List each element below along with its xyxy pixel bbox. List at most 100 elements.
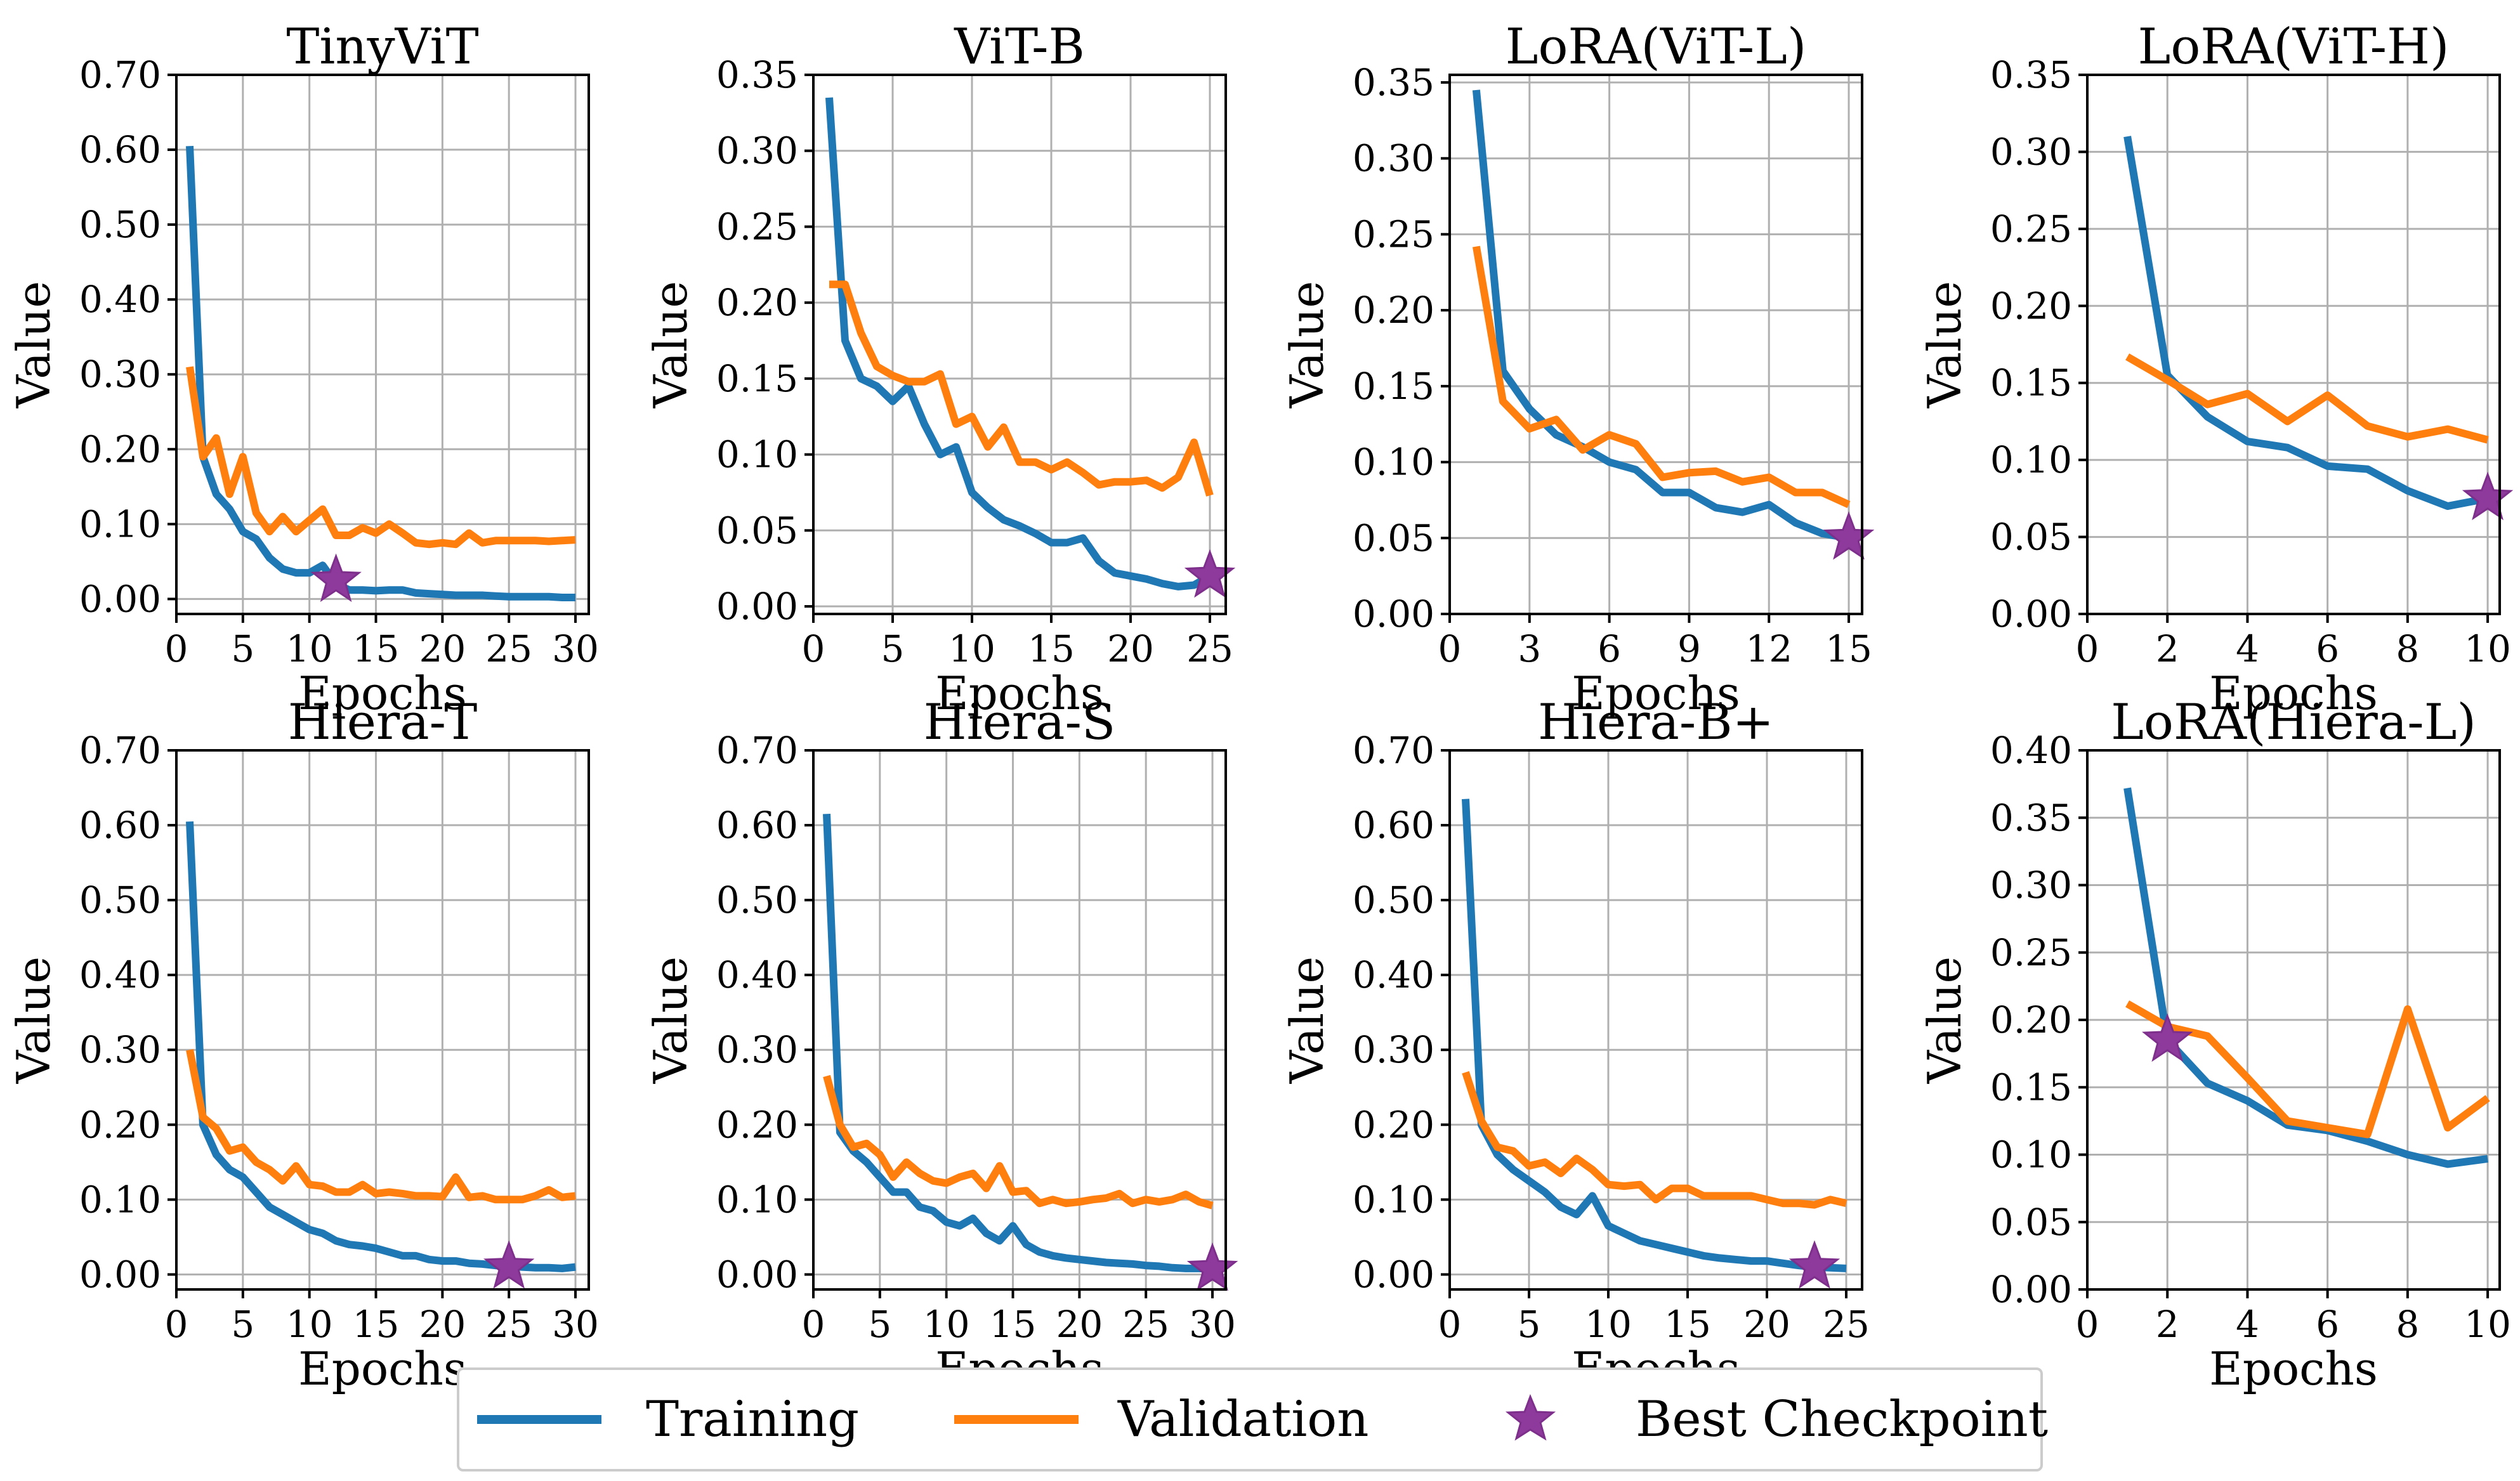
y-tick-label: 0.70 — [79, 53, 161, 96]
best-checkpoint-marker — [1788, 1240, 1841, 1289]
subplot-title: Hiera-S — [924, 694, 1116, 751]
series-line-training — [2123, 136, 2489, 510]
x-tick-label: 5 — [881, 627, 905, 670]
series-line-validation — [186, 1049, 576, 1204]
legend: Training Validation Best Checkpoint — [457, 1367, 2048, 1471]
best-checkpoint-marker — [1823, 511, 1875, 560]
y-tick-label: 0.50 — [716, 878, 798, 922]
y-tick-label: 0.20 — [1990, 998, 2072, 1041]
y-tick-label: 0.40 — [79, 953, 161, 996]
x-tick-label: 6 — [2316, 1303, 2339, 1346]
subplot: 0 5 10 15 20 25 30 0.00 0.10 0.20 0.30 0.40 0.50 0.60… — [644, 694, 1238, 1395]
x-tick-label: 8 — [2396, 1303, 2419, 1346]
y-tick-label: 0.30 — [79, 353, 161, 396]
axes-frame — [812, 749, 1227, 1291]
axes-frame — [175, 74, 590, 615]
y-tick-label: 0.60 — [79, 804, 161, 847]
subplot-title: Hiera-T — [288, 694, 478, 751]
y-tick-label: 0.00 — [716, 1253, 798, 1296]
y-tick-label: 0.30 — [1990, 130, 2072, 173]
y-tick-label: 0.35 — [1353, 61, 1434, 104]
y-tick-label: 0.15 — [716, 357, 798, 400]
subplot: 0 5 10 15 20 25 30 0.00 0.10 0.20 0.30 0.40 0.50 0.60… — [7, 18, 599, 720]
y-tick-label: 0.10 — [716, 1178, 798, 1221]
series-line-validation — [1472, 245, 1851, 509]
y-axis-label: Value — [644, 281, 697, 408]
x-tick-label: 30 — [1189, 1303, 1236, 1346]
y-tick-label: 0.00 — [716, 585, 798, 628]
x-tick-label: 2 — [2156, 627, 2179, 670]
x-tick-label: 15 — [1664, 1303, 1711, 1346]
y-tick-label: 0.00 — [1353, 592, 1434, 636]
subplot-title: LoRA(ViT-L) — [1506, 18, 1807, 75]
series-line-validation — [2125, 353, 2489, 444]
y-tick-label: 0.70 — [716, 729, 798, 772]
y-tick-label: 0.50 — [1353, 878, 1434, 922]
x-tick-label: 0 — [1438, 627, 1462, 670]
series-line-training — [1472, 89, 1850, 542]
x-tick-label: 30 — [552, 1303, 599, 1346]
y-tick-label: 0.10 — [1353, 441, 1434, 484]
axes-frame — [2086, 74, 2501, 615]
x-tick-label: 10 — [286, 627, 333, 670]
y-tick-label: 0.30 — [1353, 137, 1434, 180]
subplot-title: TinyViT — [286, 18, 478, 75]
x-tick-label: 5 — [868, 1303, 891, 1346]
x-tick-label: 3 — [1518, 627, 1541, 670]
best-checkpoint-marker — [310, 553, 362, 603]
y-tick-label: 0.00 — [1353, 1253, 1434, 1296]
best-checkpoint-marker — [1186, 1242, 1238, 1291]
x-tick-label: 6 — [2316, 627, 2339, 670]
best-checkpoint-marker — [2462, 471, 2514, 521]
x-axis-label: Epochs — [2209, 667, 2378, 720]
x-tick-label: 0 — [802, 1303, 825, 1346]
subplot: 0 5 10 15 20 25 30 0.00 0.10 0.20 0.30 0.40 0.50 0.60… — [7, 694, 599, 1395]
x-tick-label: 10 — [923, 1303, 970, 1346]
y-tick-label: 0.10 — [1353, 1178, 1434, 1221]
axes-frame — [1448, 74, 1863, 615]
best-checkpoint-marker — [2142, 1013, 2193, 1062]
x-tick-label: 10 — [2464, 627, 2511, 670]
y-tick-label: 0.00 — [1990, 592, 2072, 636]
subplot-title: LoRA(ViT-H) — [2138, 18, 2450, 75]
subplot-title: ViT-B — [954, 18, 1085, 75]
best-checkpoint-marker — [483, 1240, 535, 1289]
best-checkpoint-marker — [1184, 549, 1236, 598]
x-tick-label: 0 — [2076, 1303, 2099, 1346]
y-tick-label: 0.40 — [79, 278, 161, 321]
y-tick-label: 0.20 — [1353, 289, 1434, 332]
y-tick-label: 0.10 — [1990, 1133, 2072, 1177]
y-tick-label: 0.20 — [79, 427, 161, 471]
x-tick-label: 15 — [1028, 627, 1075, 670]
series-line-validation — [829, 280, 1214, 497]
x-tick-label: 15 — [990, 1303, 1037, 1346]
axes-frame — [812, 74, 1227, 615]
y-tick-label: 0.70 — [1353, 729, 1434, 772]
x-tick-label: 8 — [2396, 627, 2419, 670]
y-tick-label: 0.25 — [1353, 212, 1434, 256]
y-tick-label: 0.35 — [716, 53, 798, 96]
x-tick-label: 10 — [948, 627, 995, 670]
series-line-validation — [186, 366, 576, 549]
subplot-title: Hiera-B+ — [1538, 694, 1774, 751]
x-tick-label: 20 — [419, 627, 466, 670]
x-tick-label: 0 — [165, 627, 188, 670]
series-line-training — [825, 97, 1212, 590]
y-tick-label: 0.60 — [716, 804, 798, 847]
y-tick-label: 0.20 — [79, 1103, 161, 1146]
x-tick-label: 20 — [419, 1303, 466, 1346]
x-tick-label: 25 — [485, 1303, 532, 1346]
subplot: 0 2 4 6 8 10 0.00 0.05 0.10 0.15 0.20 0.25 0.30 0.35 L… — [1918, 18, 2514, 720]
subplot-title: LoRA(Hiera-L) — [2111, 694, 2476, 751]
y-tick-label: 0.40 — [716, 953, 798, 996]
y-axis-label: Value — [1280, 956, 1334, 1084]
y-tick-label: 0.30 — [716, 1028, 798, 1071]
x-tick-label: 0 — [165, 1303, 188, 1346]
x-axis-label: Epochs — [2209, 1342, 2378, 1395]
x-tick-label: 10 — [286, 1303, 333, 1346]
x-tick-label: 20 — [1743, 1303, 1790, 1346]
y-tick-label: 0.60 — [79, 128, 161, 171]
x-tick-label: 25 — [1823, 1303, 1870, 1346]
x-tick-label: 5 — [231, 627, 254, 670]
y-tick-label: 0.15 — [1990, 1066, 2072, 1109]
